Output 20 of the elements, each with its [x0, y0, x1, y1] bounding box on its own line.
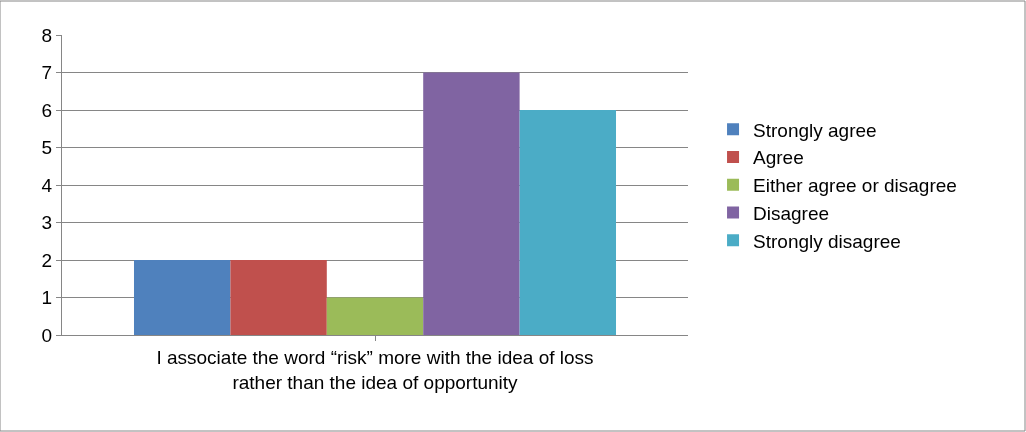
- legend-label: Strongly disagree: [753, 230, 901, 252]
- y-tick-label: 7: [41, 62, 53, 84]
- y-tick-label: 4: [41, 174, 53, 196]
- bar: [133, 260, 231, 335]
- bar: [230, 260, 327, 335]
- legend-label: Disagree: [753, 202, 830, 224]
- y-tick-label: 0: [41, 324, 53, 346]
- y-tick-label: 1: [41, 287, 53, 309]
- legend-label: Strongly agree: [753, 119, 877, 141]
- y-tick-label: 2: [41, 249, 53, 271]
- bar: [423, 72, 520, 335]
- bar: [519, 110, 617, 335]
- bar: [326, 297, 424, 335]
- y-tick-label: 8: [41, 24, 53, 46]
- y-tick-label: 5: [41, 137, 53, 159]
- legend-label: Agree: [753, 147, 804, 169]
- legend-label: Either agree or disagree: [753, 175, 957, 197]
- x-tick-label: I associate the word “risk” more with the idea of loss rather than the idea of opportunity: [156, 346, 594, 393]
- y-tick-label: 3: [41, 212, 53, 234]
- y-tick-label: 6: [41, 99, 53, 121]
